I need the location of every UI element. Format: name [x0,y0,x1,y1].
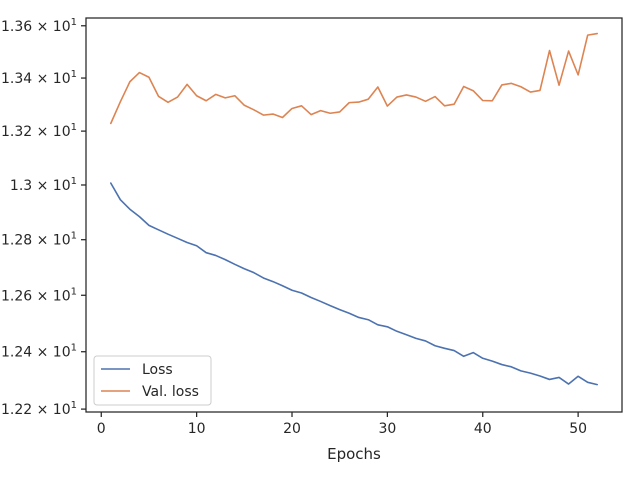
x-axis-label: Epochs [327,445,381,463]
x-tick-label: 30 [378,421,396,437]
y-tick-label: 1.36 × 101 [1,17,77,35]
x-axis-ticks: 0 10 20 30 40 50 [97,412,587,437]
x-tick-label: 10 [188,421,206,437]
y-tick-label: 1.32 × 101 [1,122,77,140]
x-tick-label: 0 [97,421,106,437]
x-tick-label: 20 [283,421,301,437]
plot-frame [85,17,623,413]
x-tick-label: 40 [474,421,492,437]
y-tick-label: 1.26 × 101 [1,286,77,304]
legend: Loss Val. loss [93,355,212,406]
y-tick-label: 1.28 × 101 [1,231,77,249]
y-tick-label: 1.22 × 101 [1,400,77,418]
legend-label-loss: Loss [142,362,173,378]
series-line-val-loss [110,32,599,125]
legend-label-val-loss: Val. loss [142,384,199,400]
x-tick-label: 50 [569,421,587,437]
series-layer [110,32,599,386]
y-tick-label: 1.24 × 101 [1,343,77,361]
series-line-loss [110,182,599,386]
y-axis-ticks: 1.22 × 101 1.24 × 101 1.26 × 101 1.28 × 101… [1,17,86,418]
y-tick-label: 1.34 × 101 [1,69,77,87]
y-tick-label: 1.3 × 101 [10,176,77,194]
